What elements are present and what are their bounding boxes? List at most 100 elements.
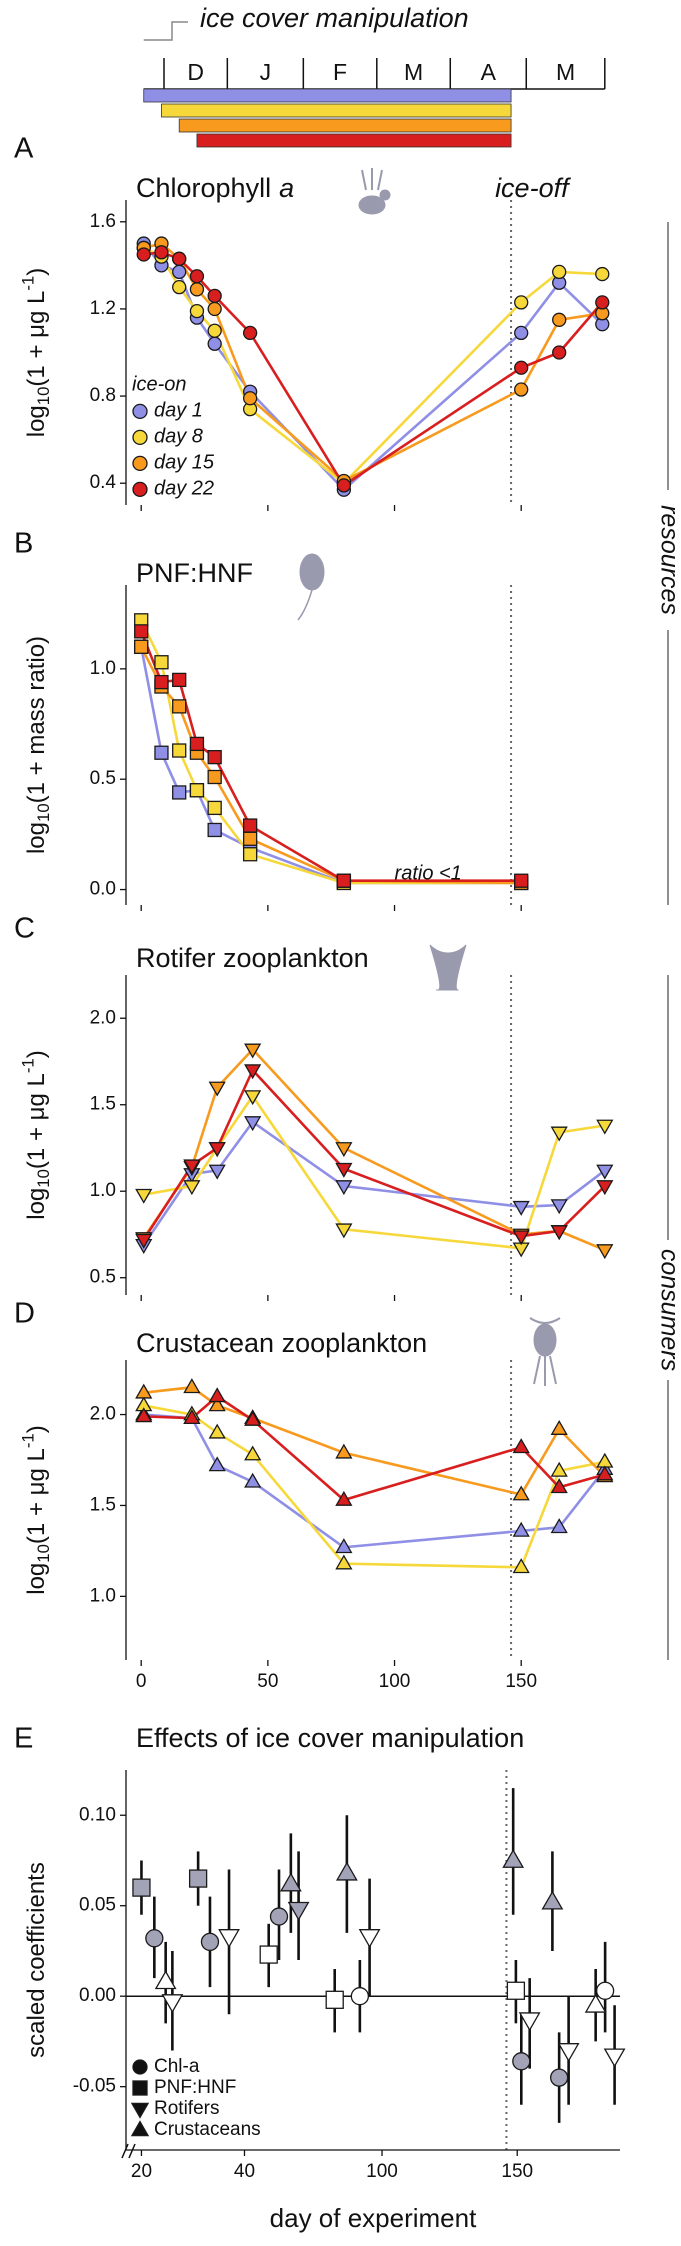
y-axis-label-part: (1 + μg L [23,1448,50,1544]
panel-title: Rotifer zooplankton [136,943,369,973]
coefficient-point [325,1990,344,2009]
data-point [335,1554,353,1570]
data-point [552,345,567,360]
panel-letter: E [14,1723,33,1755]
series-line [143,242,603,483]
coefficient-point [279,1872,302,1892]
legend-marker [132,455,148,472]
coefficient-point [350,1987,370,2006]
data-point [208,1081,226,1097]
series-line [143,246,603,485]
data-point [244,1472,262,1488]
coefficient-point [218,1929,240,1948]
data-point [172,279,187,295]
month-label: J [260,59,272,85]
data-point [242,847,258,862]
legend-marker [132,429,148,446]
legend-label: Chl-a [154,2056,200,2077]
panel-letter: A [14,133,34,165]
data-point [207,336,222,351]
data-point [512,1230,530,1246]
data-point [135,1407,153,1423]
data-point [512,1200,530,1216]
data-point [189,269,205,284]
month-label: A [481,59,497,85]
data-point [336,873,352,888]
legend-label: PNF:HNF [154,2077,236,2098]
legend-label: day 22 [154,478,214,500]
data-point [189,282,205,297]
y-axis-label-part: log [23,1188,50,1220]
y-tick-label: 0.8 [90,385,116,406]
y-tick-label: 1.6 [90,211,116,232]
data-point [335,1538,353,1554]
data-point [183,1180,201,1196]
data-point [514,295,529,310]
panel-title-part: a [279,173,294,203]
data-point [335,1223,353,1239]
legend-marker [132,403,148,420]
coefficient-point [269,1907,289,1926]
data-point [172,743,187,758]
month-label: F [333,59,347,85]
x-tick-label: 50 [257,1671,278,1692]
icon-crustacean [529,1317,561,1386]
annotation: ice-off [495,173,571,203]
y-tick-label: 1.0 [90,658,116,679]
data-point [512,1558,530,1574]
x-tick-label: 40 [234,2161,255,2182]
legend-label: Rotifers [154,2098,219,2119]
y-tick-label: 1.5 [90,1094,116,1115]
y-tick-label: 1.0 [90,1585,116,1606]
data-point [244,1410,262,1426]
coefficient-point [541,1890,564,1910]
panel-title: PNF:HNF [136,558,253,588]
ice-bar [161,103,512,118]
coefficient-point [132,1878,151,1897]
panel-letter: B [14,528,33,560]
data-point [596,1465,614,1481]
coefficient-point [154,1970,177,1990]
y-tick-label: 1.2 [90,298,116,319]
y-axis-label-part: (1 + mass ratio) [23,636,50,803]
data-point [514,325,529,341]
data-point [207,749,222,765]
icon-rotifer [429,944,467,991]
data-point [244,1064,262,1080]
panel-title: Chlorophyll a [136,173,294,203]
data-point [207,822,222,838]
y-axis-label-part: ) [23,268,50,276]
series-line [143,1413,606,1549]
data-point [183,1159,201,1175]
x-tick-label: 100 [379,1671,411,1692]
y-tick-label: -0.05 [73,2076,116,2097]
y-axis-label-part: -1 [19,1433,38,1448]
data-point [242,391,258,406]
series-line [140,646,522,885]
panel-letter: C [14,913,35,945]
y-axis-label-part: 10 [35,803,54,822]
y-axis-label-part: -1 [19,1058,38,1073]
data-point [207,800,222,816]
legend-label: day 1 [154,400,203,422]
series-line [143,250,604,488]
y-tick-label: 1.0 [90,1180,116,1201]
icon-flagellate [299,553,325,591]
data-point [596,1452,614,1468]
data-point [596,1180,614,1196]
data-point [335,1490,353,1506]
y-tick-label: 1.5 [90,1494,116,1515]
data-point [172,251,187,266]
data-point [335,1162,353,1178]
y-axis-label: scaled coefficients [23,1862,50,2058]
y-axis-label-part: (1 + μg L [23,291,50,387]
panel-title-part: PNF:HNF [136,558,253,588]
y-axis-label-part: ) [23,1050,50,1058]
data-point [335,1180,353,1196]
y-tick-label: 0.5 [90,768,116,789]
coefficient-point [161,1994,184,2014]
x-tick-label: 150 [505,1671,537,1692]
data-point [514,360,529,375]
coefficient-point [603,2048,626,2068]
